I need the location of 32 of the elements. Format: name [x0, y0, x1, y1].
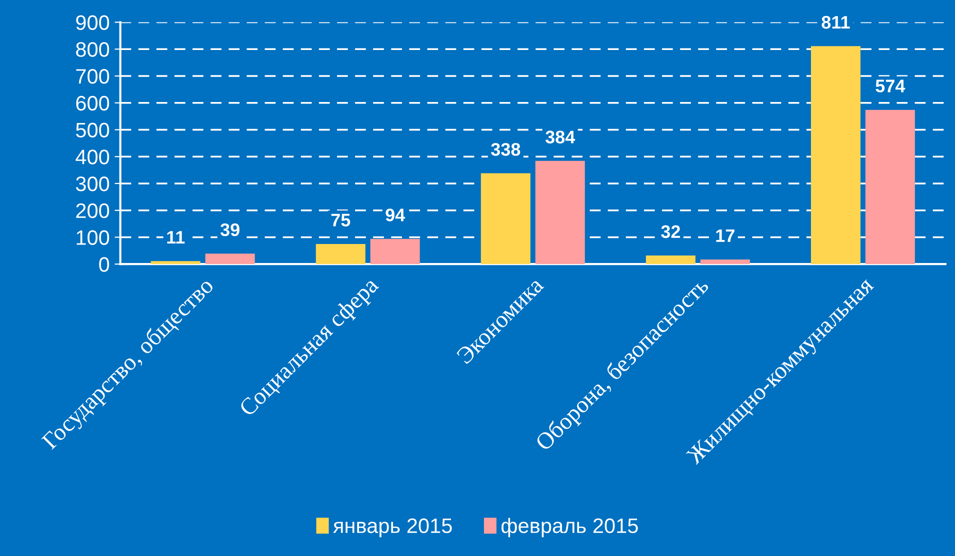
legend-label: февраль 2015	[502, 518, 638, 538]
bar	[700, 260, 750, 264]
bar	[205, 254, 255, 264]
bar	[865, 110, 915, 264]
data-label: 17	[716, 229, 734, 242]
data-label: 39	[220, 223, 240, 236]
bar	[535, 160, 585, 264]
data-label: 811	[822, 16, 850, 29]
data-label: 338	[491, 143, 520, 156]
y-tick-label: 100	[76, 230, 110, 245]
y-tick-label: 300	[76, 176, 110, 192]
bar	[370, 238, 420, 264]
bar	[316, 244, 366, 264]
bar	[150, 261, 200, 264]
y-tick-label: 500	[76, 122, 110, 138]
data-label: 32	[661, 225, 680, 238]
y-tick-label: 900	[76, 15, 110, 30]
y-tick-label: 200	[76, 203, 110, 218]
data-label: 574	[876, 80, 906, 92]
bar	[480, 173, 530, 264]
legend-label: январь 2015	[333, 518, 452, 538]
bar	[810, 46, 860, 264]
data-label: 11	[167, 231, 185, 244]
bar	[646, 256, 696, 264]
y-tick-label: 400	[76, 150, 110, 164]
y-tick-label: 800	[76, 42, 110, 57]
data-label: 94	[386, 208, 406, 222]
data-label: 75	[331, 214, 350, 226]
y-tick-label: 700	[76, 68, 110, 84]
y-tick-label: 600	[76, 96, 110, 111]
data-label: 384	[545, 130, 576, 144]
y-tick-label: 0	[99, 257, 110, 272]
